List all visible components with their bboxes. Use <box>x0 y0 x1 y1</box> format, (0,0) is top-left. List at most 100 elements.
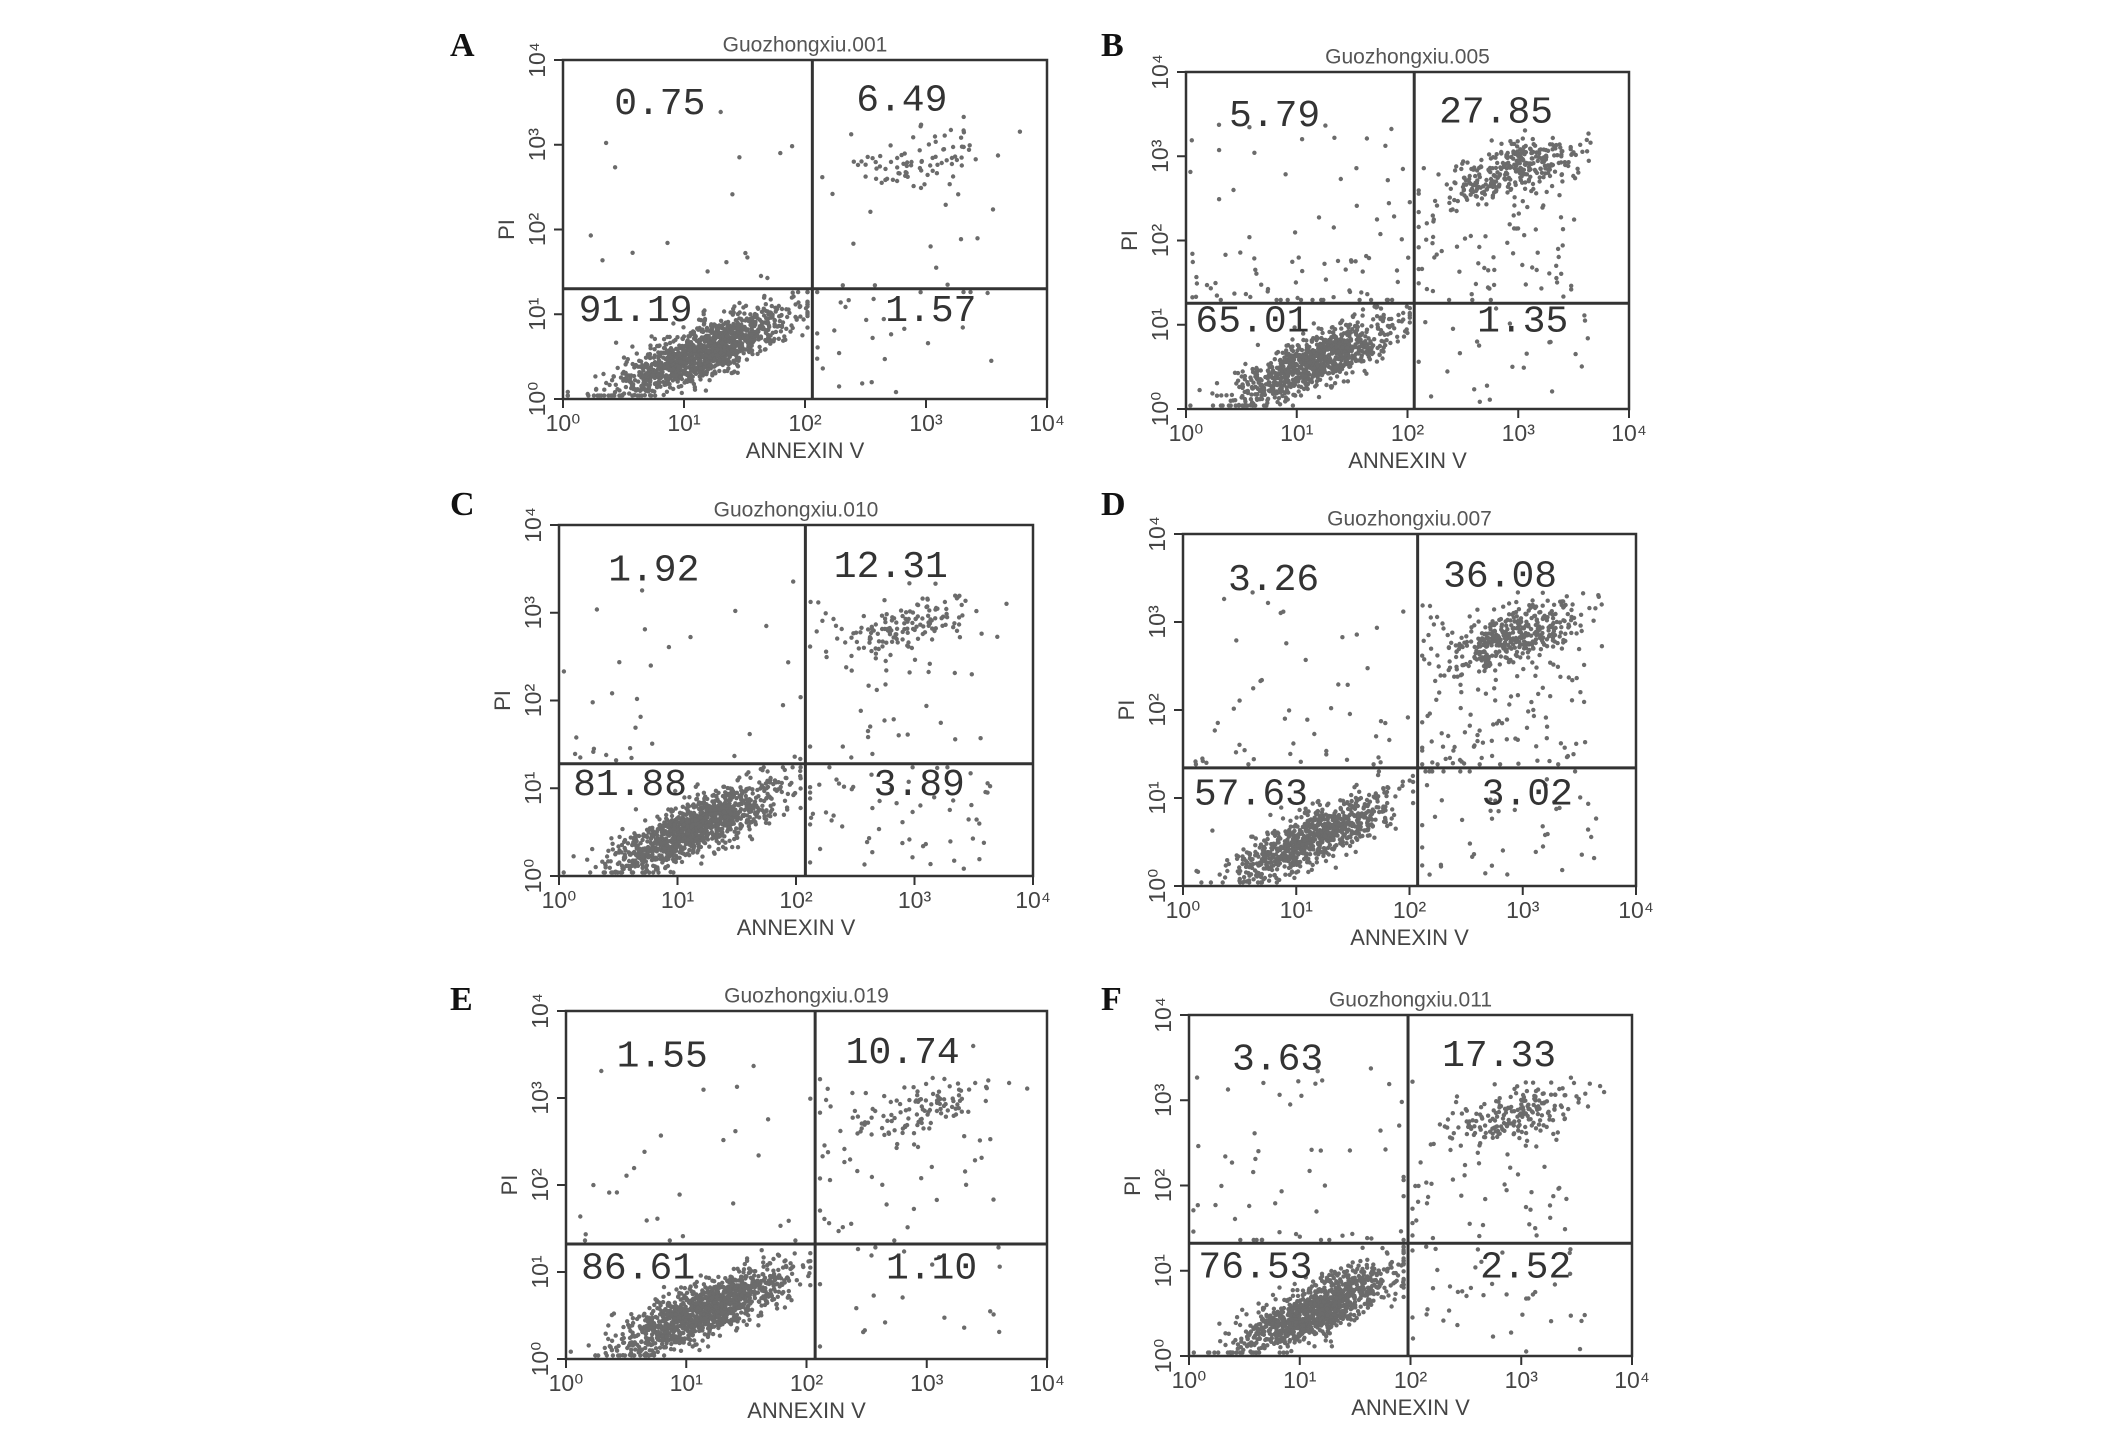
x-tick-label: 10³ <box>909 410 943 436</box>
y-tick-label: 10¹ <box>1150 1254 1176 1288</box>
x-tick-label: 10² <box>779 887 813 913</box>
x-tick-label: 10⁴ <box>1015 887 1050 913</box>
event-cloud <box>568 1043 1030 1358</box>
y-tick-label: 10⁰ <box>524 382 550 417</box>
x-tick-label: 10⁴ <box>1029 410 1064 436</box>
panel-letter: F <box>1101 981 1122 1018</box>
y-axis-label: PI <box>494 219 519 240</box>
x-tick-label: 10² <box>788 410 822 436</box>
event-cloud <box>1193 590 1605 885</box>
plot-title: Guozhongxiu.005 <box>1325 46 1490 69</box>
quadrant-percent: 2.52 <box>1480 1246 1571 1289</box>
plot-title: Guozhongxiu.011 <box>1329 989 1492 1012</box>
quadrant-percent: 3.89 <box>874 764 965 807</box>
plot-title: Guozhongxiu.007 <box>1327 508 1492 531</box>
quadrant-percent: 1.92 <box>608 550 699 593</box>
panel-letter: A <box>450 27 475 64</box>
panel: B Guozhongxiu.005 10⁰ 10¹ 10² 10³ 10⁴ 10⁰ 10¹ 10²… <box>1101 27 1647 473</box>
quadrant-percent: 6.49 <box>856 80 947 123</box>
x-axis-label: ANNEXIN V <box>1350 925 1469 950</box>
x-tick-label: 10¹ <box>1283 1367 1317 1393</box>
quadrant-percent: 86.61 <box>581 1248 695 1291</box>
panel: D Guozhongxiu.007 10⁰ 10¹ 10² 10³ 10⁴ 10⁰ 10¹ 10²… <box>1101 486 1654 950</box>
panel-letter: E <box>450 981 473 1018</box>
y-tick-label: 10¹ <box>1147 308 1173 342</box>
x-tick-label: 10⁰ <box>1172 1367 1207 1393</box>
x-axis-label: ANNEXIN V <box>747 1398 866 1423</box>
y-tick-label: 10⁰ <box>527 1342 553 1377</box>
x-tick-label: 10⁴ <box>1614 1367 1649 1393</box>
x-axis-label: ANNEXIN V <box>1348 448 1467 473</box>
x-tick-label: 10² <box>790 1370 824 1396</box>
quadrant-percent: 65.01 <box>1195 300 1309 343</box>
quadrant-percent: 36.08 <box>1443 555 1557 598</box>
x-tick-label: 10¹ <box>667 410 701 436</box>
x-tick-label: 10³ <box>898 887 932 913</box>
y-tick-label: 10² <box>1144 693 1170 727</box>
y-tick-label: 10⁰ <box>1150 1339 1176 1374</box>
quadrant-percent: 5.79 <box>1229 95 1320 138</box>
y-tick-label: 10⁴ <box>1147 54 1173 89</box>
y-tick-label: 10¹ <box>520 771 546 805</box>
event-cloud <box>561 579 1009 875</box>
plot-title: Guozhongxiu.019 <box>724 985 889 1008</box>
y-tick-label: 10² <box>520 684 546 718</box>
event-cloud <box>1188 122 1593 408</box>
y-tick-label: 10³ <box>520 596 546 630</box>
quadrant-percent: 3.02 <box>1482 774 1573 817</box>
x-tick-label: 10⁰ <box>542 887 577 913</box>
quadrant-percent: 12.31 <box>834 546 948 589</box>
panel: A Guozhongxiu.001 10⁰ 10¹ 10² 10³ 10⁴ 10⁰ 10¹ 10²… <box>450 27 1065 463</box>
x-tick-label: 10⁰ <box>549 1370 584 1396</box>
y-axis-label: PI <box>1114 700 1139 721</box>
y-tick-label: 10² <box>1150 1169 1176 1203</box>
y-tick-label: 10⁴ <box>1150 997 1176 1032</box>
y-tick-label: 10³ <box>1147 139 1173 173</box>
quadrant-percent: 1.57 <box>885 290 976 333</box>
y-tick-label: 10¹ <box>1144 781 1170 815</box>
y-tick-label: 10² <box>527 1168 553 1202</box>
y-tick-label: 10³ <box>527 1081 553 1115</box>
y-tick-label: 10³ <box>524 128 550 162</box>
x-tick-label: 10² <box>1391 420 1425 446</box>
y-axis-label: PI <box>1120 1175 1145 1196</box>
y-axis-label: PI <box>497 1175 522 1196</box>
quadrant-percent: 57.63 <box>1194 774 1308 817</box>
quadrant-percent: 81.88 <box>573 764 687 807</box>
x-tick-label: 10² <box>1393 897 1427 923</box>
y-tick-label: 10³ <box>1150 1083 1176 1117</box>
x-axis-label: ANNEXIN V <box>746 438 865 463</box>
quadrant-percent: 76.53 <box>1198 1246 1312 1289</box>
y-tick-label: 10⁰ <box>1144 869 1170 904</box>
y-tick-label: 10⁰ <box>1147 392 1173 427</box>
quadrant-percent: 1.10 <box>886 1248 977 1291</box>
quadrant-percent: 17.33 <box>1442 1035 1556 1078</box>
y-tick-label: 10⁴ <box>524 42 550 77</box>
y-tick-label: 10⁴ <box>527 993 553 1028</box>
quadrant-percent: 91.19 <box>579 290 693 333</box>
y-tick-label: 10⁰ <box>520 859 546 894</box>
x-tick-label: 10² <box>1394 1367 1428 1393</box>
x-axis-label: ANNEXIN V <box>737 915 856 940</box>
panel-letter: D <box>1101 486 1126 523</box>
x-tick-label: 10¹ <box>670 1370 704 1396</box>
y-tick-label: 10² <box>524 213 550 247</box>
x-tick-label: 10⁴ <box>1029 1370 1064 1396</box>
panel: E Guozhongxiu.019 10⁰ 10¹ 10² 10³ 10⁴ 10⁰ 10¹ 10²… <box>450 981 1065 1423</box>
quadrant-percent: 1.55 <box>617 1035 708 1078</box>
y-axis-label: PI <box>1117 230 1142 251</box>
quadrant-percent: 3.63 <box>1232 1038 1323 1081</box>
x-tick-label: 10¹ <box>661 887 695 913</box>
quadrant-percent: 1.35 <box>1477 300 1568 343</box>
x-tick-label: 10⁰ <box>546 410 581 436</box>
panel: C Guozhongxiu.010 10⁰ 10¹ 10² 10³ 10⁴ 10⁰ 10¹ 10²… <box>450 486 1051 940</box>
x-tick-label: 10⁰ <box>1166 897 1201 923</box>
panel-letter: B <box>1101 27 1124 64</box>
y-tick-label: 10³ <box>1144 605 1170 639</box>
panel-letter: C <box>450 486 475 523</box>
x-tick-label: 10³ <box>1506 897 1540 923</box>
panel: F Guozhongxiu.011 10⁰ 10¹ 10² 10³ 10⁴ 10⁰ 10¹ 10²… <box>1101 981 1650 1420</box>
plot-title: Guozhongxiu.001 <box>723 34 888 57</box>
quadrant-percent: 3.26 <box>1228 559 1319 602</box>
